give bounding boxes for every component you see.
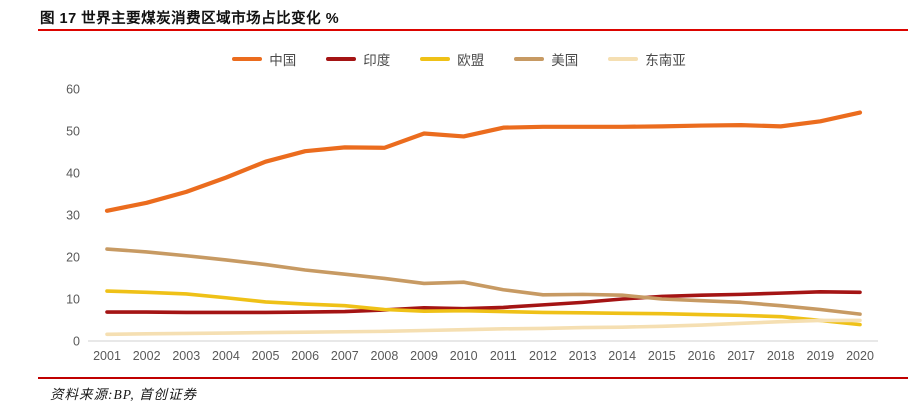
series-line-eu — [105, 289, 862, 327]
x-axis-tick-label: 2009 — [410, 349, 438, 363]
series-line-china — [104, 110, 863, 213]
x-axis-tick-label: 2012 — [529, 349, 557, 363]
legend-item-usa: 美国 — [514, 49, 578, 69]
x-axis-tick-label: 2011 — [490, 349, 517, 363]
x-axis-tick-label: 2008 — [371, 349, 399, 363]
legend-label-southeast-asia: 东南亚 — [645, 53, 686, 68]
y-axis-tick-label: 50 — [66, 125, 80, 139]
figure-title: 图 17 世界主要煤炭消费区域市场占比变化 % — [40, 11, 340, 27]
y-axis-tick-label: 40 — [66, 167, 80, 181]
legend-label-usa: 美国 — [551, 53, 579, 68]
x-axis-tick-label: 2015 — [648, 349, 676, 363]
y-axis-tick-label: 10 — [66, 293, 80, 307]
legend-item-eu: 欧盟 — [420, 49, 484, 69]
legend-label-eu: 欧盟 — [457, 53, 485, 68]
x-axis-tick-label: 2010 — [450, 349, 478, 363]
x-axis-tick-label: 2002 — [133, 349, 161, 363]
legend-swatch-eu — [420, 57, 451, 61]
legend-item-india: 印度 — [326, 49, 390, 69]
footer-divider-rule — [38, 377, 908, 379]
legend-label-india: 印度 — [363, 53, 391, 68]
legend-swatch-southeast-asia — [608, 57, 639, 61]
legend-item-china: 中国 — [232, 49, 296, 69]
x-axis-tick-label: 2019 — [806, 349, 834, 363]
x-axis-tick-label: 2001 — [93, 349, 121, 363]
x-axis-tick-label: 2018 — [767, 349, 795, 363]
legend-swatch-india — [326, 57, 357, 61]
y-axis-tick-label: 30 — [66, 209, 80, 223]
title-divider-rule — [38, 29, 908, 31]
x-axis-tick-label: 2007 — [331, 349, 359, 363]
chart-legend: 中国 印度 欧盟 美国 东南亚 — [0, 49, 918, 69]
x-axis-tick-label: 2016 — [688, 349, 716, 363]
legend-item-southeast-asia: 东南亚 — [608, 49, 686, 69]
x-axis-tick-label: 2020 — [846, 349, 874, 363]
x-axis-tick-label: 2017 — [727, 349, 755, 363]
legend-swatch-usa — [514, 57, 545, 61]
x-axis-tick-label: 2003 — [172, 349, 200, 363]
x-axis-tick-label: 2014 — [608, 349, 636, 363]
series-line-southeast-asia — [105, 318, 862, 337]
y-axis-tick-label: 20 — [66, 251, 80, 265]
y-axis-tick-label: 60 — [66, 83, 80, 97]
series-line-india — [105, 290, 862, 315]
y-axis-tick-label: 0 — [73, 335, 80, 349]
x-axis-tick-label: 2004 — [212, 349, 240, 363]
legend-swatch-china — [232, 57, 263, 61]
source-note: 资料来源:BP, 首创证券 — [50, 387, 197, 402]
legend-label-china: 中国 — [269, 53, 297, 68]
x-axis-tick-label: 2005 — [252, 349, 280, 363]
x-axis-tick-label: 2006 — [291, 349, 319, 363]
x-axis-tick-label: 2013 — [569, 349, 597, 363]
series-line-usa — [105, 247, 862, 316]
coal-share-line-chart: 0 10 20 30 40 50 60 2001 2002 2003 2004 2005 2006 200… — [66, 83, 878, 363]
